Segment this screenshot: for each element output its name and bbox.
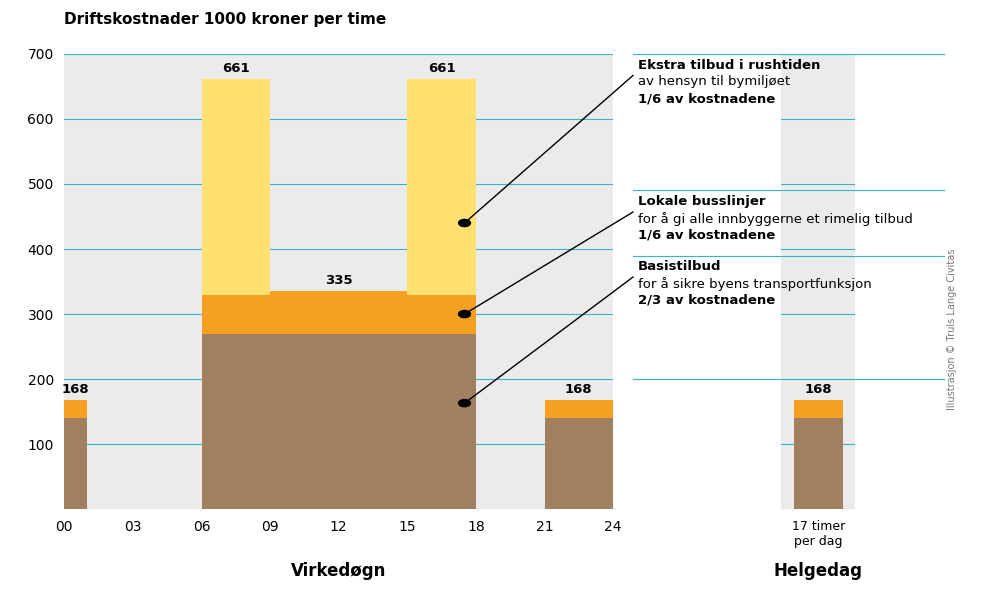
Text: Illustrasjon © Truls Lange Civitas: Illustrasjon © Truls Lange Civitas [947, 249, 957, 410]
Text: av hensyn til bymiljøet: av hensyn til bymiljøet [638, 75, 790, 89]
Text: 168: 168 [62, 383, 90, 396]
Text: 168: 168 [805, 383, 832, 396]
Bar [407, 295, 476, 334]
Text: Helgedag: Helgedag [774, 561, 862, 579]
Bar [545, 418, 613, 509]
Text: Lokale busslinjer: Lokale busslinjer [638, 195, 765, 208]
Text: Virkedøgn: Virkedøgn [291, 561, 387, 579]
Text: 335: 335 [325, 274, 352, 288]
Bar [270, 334, 407, 509]
Bar [202, 295, 270, 334]
Bar [794, 418, 843, 509]
Text: 661: 661 [428, 62, 456, 75]
Bar [202, 79, 270, 295]
Bar [64, 400, 87, 418]
Bar [545, 400, 613, 418]
Bar [64, 418, 87, 509]
Text: 168: 168 [565, 383, 592, 396]
Text: 2/3 av kostnadene: 2/3 av kostnadene [638, 294, 775, 307]
Text: for å gi alle innbyggerne et rimelig tilbud: for å gi alle innbyggerne et rimelig til… [638, 212, 913, 226]
Bar [270, 291, 407, 334]
Text: 1/6 av kostnadene: 1/6 av kostnadene [638, 229, 775, 242]
Bar [794, 400, 843, 418]
Bar [407, 334, 476, 509]
Text: for å sikre byens transportfunksjon: for å sikre byens transportfunksjon [638, 277, 871, 291]
Text: 1/6 av kostnadene: 1/6 av kostnadene [638, 92, 775, 105]
Bar [407, 79, 476, 295]
Text: 661: 661 [222, 62, 249, 75]
Bar [202, 334, 270, 509]
Text: Basistilbud: Basistilbud [638, 261, 721, 273]
Text: Driftskostnader 1000 kroner per time: Driftskostnader 1000 kroner per time [64, 12, 387, 27]
Text: Ekstra tilbud i rushtiden: Ekstra tilbud i rushtiden [638, 59, 820, 72]
